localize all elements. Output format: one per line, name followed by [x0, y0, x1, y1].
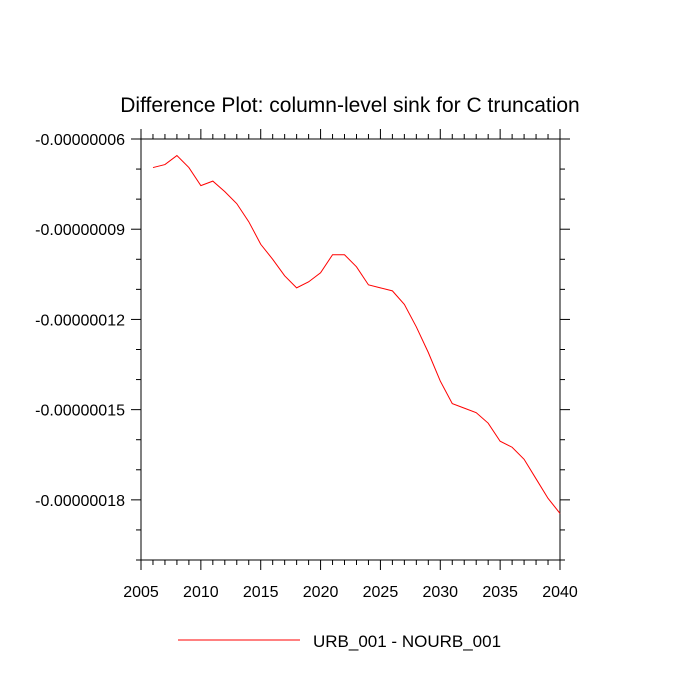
y-tick-label: -0.00000012	[35, 312, 125, 329]
x-tick-label: 2020	[303, 584, 339, 601]
x-tick-label: 2005	[123, 584, 159, 601]
legend-label: URB_001 - NOURB_001	[313, 632, 501, 651]
y-tick-label: -0.00000006	[35, 132, 125, 149]
x-tick-label: 2025	[363, 584, 399, 601]
chart-title: Difference Plot: column-level sink for C…	[120, 94, 579, 117]
x-axis: 2005 2010 2015 2020 2025 2030 2035 2040	[123, 129, 578, 601]
y-tick-label: -0.00000018	[35, 493, 125, 510]
x-tick-label: 2035	[482, 584, 518, 601]
legend: URB_001 - NOURB_001	[178, 632, 501, 651]
x-tick-label: 2010	[183, 584, 219, 601]
series-layer	[152, 154, 561, 514]
y-tick-label: -0.00000015	[35, 403, 125, 420]
x-tick-label: 2030	[422, 584, 458, 601]
x-tick-label: 2015	[243, 584, 279, 601]
plot-frame	[140, 138, 561, 561]
y-tick-label: -0.00000009	[35, 222, 125, 239]
x-tick-label: 2040	[542, 584, 578, 601]
y-axis: -0.00000006 -0.00000009 -0.00000012 -0.0000…	[35, 132, 570, 561]
series-line-0	[152, 154, 561, 514]
